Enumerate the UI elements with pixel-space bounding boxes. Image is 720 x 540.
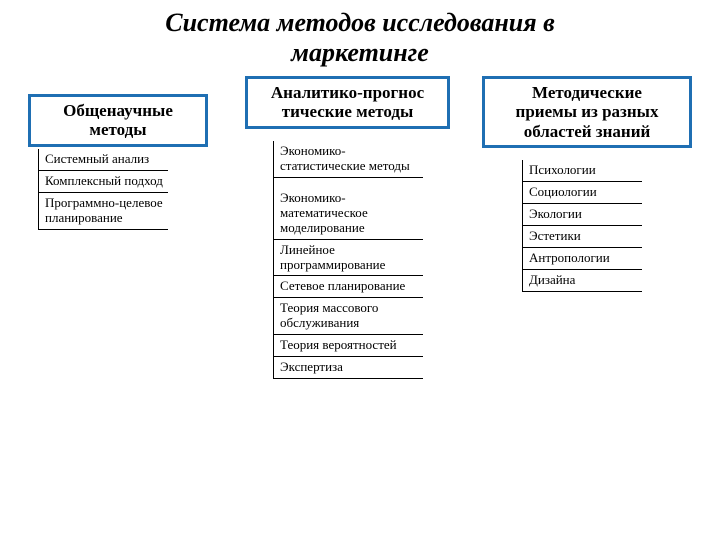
list-item: Комплексный подход — [39, 171, 168, 193]
list-item: Экологии — [523, 204, 642, 226]
col2-header-l2: тические методы — [282, 102, 414, 121]
list-item: Сетевое планирование — [274, 276, 423, 298]
col3-header-l2: приемы из разных — [516, 102, 659, 121]
list-item: Программно-целевое планирование — [39, 193, 168, 230]
col3-list: Психологии Социологии Экологии Эстетики … — [522, 160, 642, 292]
title-line1: Система методов исследования в — [165, 8, 555, 37]
list-item: Эстетики — [523, 226, 642, 248]
col3-header-l3: областей знаний — [524, 122, 651, 141]
columns-container: Общенаучные методы Системный анализ Комп… — [0, 68, 720, 379]
col2-header: Аналитико-прогнос тические методы — [245, 76, 450, 129]
list-item: Теория вероятностей — [274, 335, 423, 357]
col3-header-l1: Методические — [532, 83, 642, 102]
col2-header-l1: Аналитико-прогнос — [271, 83, 424, 102]
list-gap — [274, 178, 423, 188]
page-title: Система методов исследования в маркетинг… — [0, 0, 720, 68]
col3-header: Методические приемы из разных областей з… — [482, 76, 692, 149]
list-item: Психологии — [523, 160, 642, 182]
column-methodical: Методические приемы из разных областей з… — [482, 76, 692, 379]
col2-list: Экономико-статистические методы Экономик… — [273, 141, 423, 379]
list-item: Экспертиза — [274, 357, 423, 379]
list-item: Экономико-математическое моделирование — [274, 188, 423, 240]
list-item: Антропологии — [523, 248, 642, 270]
col1-header: Общенаучные методы — [28, 94, 208, 147]
title-line2: маркетинге — [291, 38, 429, 67]
list-item: Социологии — [523, 182, 642, 204]
list-item: Линейное программирование — [274, 240, 423, 277]
col1-header-l2: методы — [89, 120, 146, 139]
col1-list: Системный анализ Комплексный подход Прог… — [38, 149, 168, 230]
col1-header-l1: Общенаучные — [63, 101, 173, 120]
list-item: Экономико-статистические методы — [274, 141, 423, 178]
column-analytical: Аналитико-прогнос тические методы Эконом… — [245, 76, 455, 379]
column-general: Общенаучные методы Системный анализ Комп… — [28, 76, 218, 379]
list-item: Дизайна — [523, 270, 642, 292]
list-item: Теория массового обслуживания — [274, 298, 423, 335]
list-item: Системный анализ — [39, 149, 168, 171]
